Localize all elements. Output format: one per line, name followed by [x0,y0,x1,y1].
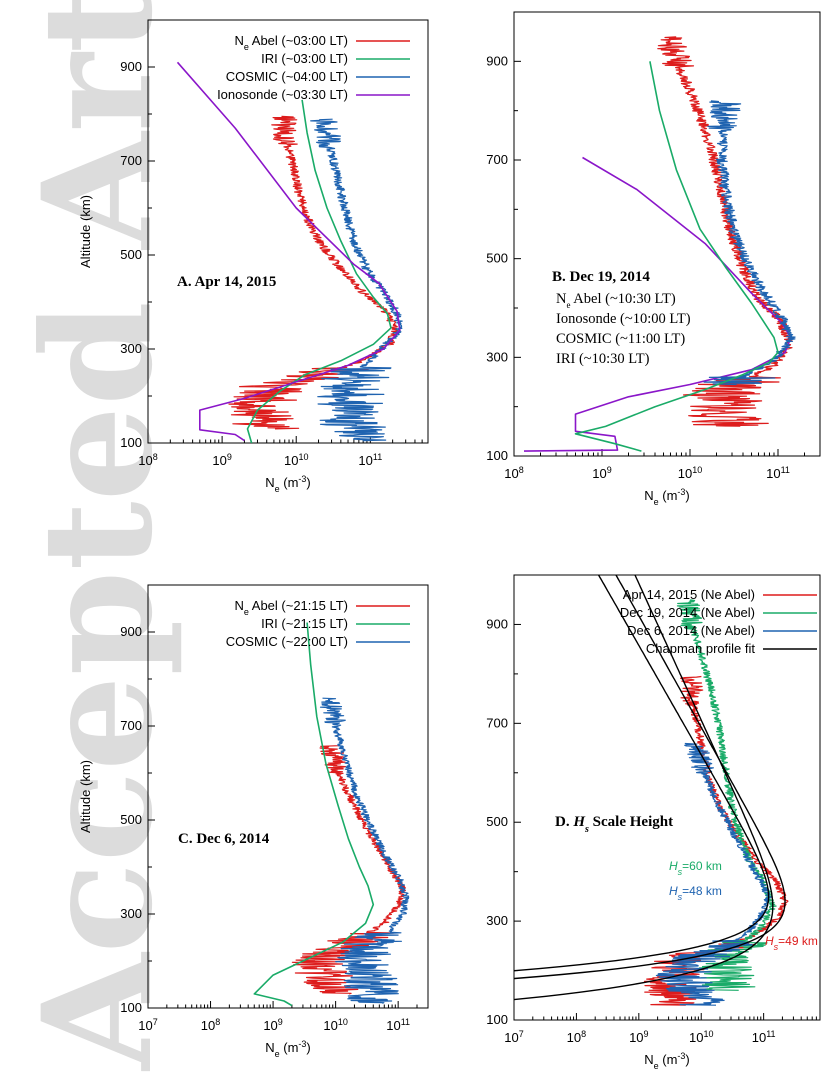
x-tick-label: 107 [504,1029,523,1045]
legend-label: Apr 14, 2015 (Ne Abel) [623,587,755,602]
scale-height-annotation: Hs=60 km [669,859,722,877]
x-tick-label: 108 [201,1017,220,1033]
x-axis-label: Ne (m-3) [265,1039,311,1059]
series-iri-line [574,61,779,452]
panel-B: 100 300 500 700 900 108 109 1010 1011 Ne (m-3) B. … [486,11,821,507]
y-tick-label: 700 [486,152,508,167]
chapman-fit-line [514,575,774,1001]
x-tick-label: 109 [629,1029,648,1045]
y-tick-label: 100 [486,1012,508,1027]
plot-frame [513,574,821,1021]
series-cosmic-line [655,742,772,1006]
series-iri-line [246,99,392,443]
legend-label: IRI (~03:00 LT) [261,51,348,66]
y-tick-label: 500 [486,814,508,829]
y-tick-label: 100 [120,435,142,450]
x-tick-label: 107 [138,1017,157,1033]
x-tick-label: 1011 [766,465,790,481]
panel-C: 100 300 500 700 900 107 108 109 1010 1011 Ne (m-3)… [78,584,429,1059]
plot-frame [147,584,429,1009]
legend-label: COSMIC (~04:00 LT) [226,69,348,84]
panel-A: 100 300 500 700 900 108 109 1010 1011 Ne (m-3) Alt… [78,19,429,494]
y-tick-label: 100 [120,1000,142,1015]
plot-area [176,61,403,443]
legend-label: Chapman profile fit [646,641,755,656]
panel-D: 100 300 500 700 900 107 108 109 1010 1011 Ne (m-3)… [486,574,821,1071]
legend-label: IRI (~10:30 LT) [556,351,650,367]
plot-area [523,36,796,452]
y-tick-label: 500 [486,251,508,266]
legend-label: Ne Abel (~21:15 LT) [234,598,348,617]
y-tick-label: 900 [486,616,508,631]
x-tick-label: 1011 [358,452,382,468]
legend-label: Ne Abel (~03:00 LT) [234,33,348,52]
x-axis-label: Ne (m-3) [265,474,311,494]
x-tick-label: 1010 [323,1017,347,1033]
x-tick-label: 108 [567,1029,586,1045]
y-axis-label: Altitude (km) [78,760,93,833]
series-abel-line [657,36,793,427]
plot-frame [513,11,821,457]
y-tick-label: 500 [120,812,142,827]
panel-title: C. Dec 6, 2014 [178,831,270,847]
legend-label: COSMIC (~22:00 LT) [226,634,348,649]
legend-label: IRI (~21:15 LT) [261,616,348,631]
x-tick-label: 109 [212,452,231,468]
legend-label: COSMIC (~11:00 LT) [556,331,685,347]
x-axis-label: Ne (m-3) [644,1051,690,1071]
series-ionosonde-line [176,61,401,442]
x-tick-label: 1010 [689,1029,713,1045]
legend-label: Ionosonde (~03:30 LT) [217,87,348,102]
x-tick-label: 108 [504,465,523,481]
y-tick-label: 300 [120,341,142,356]
y-tick-label: 100 [486,448,508,463]
legend-label: Ionosonde (~10:00 LT) [556,311,691,327]
y-tick-label: 500 [120,247,142,262]
panel-title: D. Hs Scale Height [555,814,673,835]
watermark-text: Accepted Article [10,0,186,1072]
chapman-fit-line [514,575,770,972]
plot-area [514,575,789,1006]
y-tick-label: 300 [120,906,142,921]
y-tick-label: 300 [486,913,508,928]
series-cosmic-line [703,100,796,386]
legend-label: Ne Abel (~10:30 LT) [556,291,676,310]
series-iri-line [253,622,375,1007]
x-tick-label: 1011 [386,1017,410,1033]
x-axis-label: Ne (m-3) [644,487,690,507]
legend-label: Dec 6, 2014 (Ne Abel) [627,623,755,638]
plot-area [253,622,410,1007]
chapman-fit-line [514,575,786,980]
y-tick-label: 300 [486,349,508,364]
y-axis-label: Altitude (km) [78,195,93,268]
scale-height-annotation: Hs=48 km [669,884,722,902]
legend-label: Dec 19, 2014 (Ne Abel) [620,605,755,620]
scale-height-annotation: Hs=49 km [765,934,818,952]
x-tick-label: 1010 [678,465,702,481]
x-tick-label: 109 [592,465,611,481]
series-iri-line [676,599,777,991]
x-tick-label: 1010 [284,452,308,468]
series-cosmic-line [310,118,403,442]
x-tick-label: 108 [138,452,157,468]
x-tick-label: 109 [263,1017,282,1033]
panel-title: A. Apr 14, 2015 [177,274,276,290]
y-tick-label: 900 [486,53,508,68]
series-cosmic-line [319,697,410,1004]
y-tick-label: 900 [120,624,142,639]
panel-title: B. Dec 19, 2014 [552,269,650,285]
y-tick-label: 700 [120,153,142,168]
y-tick-label: 900 [120,59,142,74]
y-tick-label: 700 [486,715,508,730]
x-tick-label: 1011 [752,1029,776,1045]
y-tick-label: 700 [120,718,142,733]
plot-frame [147,19,429,444]
